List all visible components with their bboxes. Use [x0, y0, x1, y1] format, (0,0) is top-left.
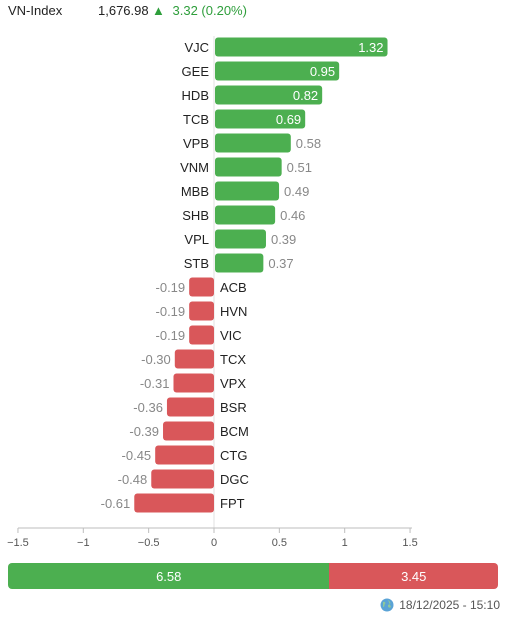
x-tick-label: 1.5: [402, 537, 417, 549]
value-label: 0.69: [276, 112, 301, 127]
x-tick-label: −1.5: [7, 537, 29, 549]
timestamp-text: 18/12/2025 - 15:10: [399, 598, 500, 612]
bar-dgc: [151, 469, 214, 489]
value-label: 0.37: [268, 256, 293, 271]
bar-hvn: [189, 301, 214, 321]
value-label: -0.39: [129, 424, 159, 439]
category-label: ACB: [220, 280, 247, 295]
index-change-text: 3.32 (0.20%): [172, 3, 247, 18]
positive-total-label: 6.58: [156, 568, 182, 584]
value-label: 0.39: [271, 232, 296, 247]
category-label: VPB: [183, 136, 209, 151]
bar-ctg: [155, 445, 214, 465]
breadth-bar: 6.58 3.45: [8, 563, 498, 589]
bar-vpb: [215, 133, 291, 153]
value-label: 1.32: [358, 40, 383, 55]
bar-fpt: [134, 493, 214, 513]
bar-bcm: [163, 421, 214, 441]
value-label: -0.61: [101, 496, 131, 511]
value-label: -0.19: [156, 304, 186, 319]
value-label: 0.51: [287, 160, 312, 175]
bar-hdb: [215, 85, 323, 105]
value-label: 0.46: [280, 208, 305, 223]
index-name: VN-Index: [8, 3, 63, 18]
category-label: TCB: [183, 112, 209, 127]
bar-shb: [215, 205, 276, 225]
bar-bsr: [166, 397, 214, 417]
x-tick-label: 0: [211, 537, 217, 549]
category-label: STB: [184, 256, 209, 271]
index-change: ▲ 3.32 (0.20%): [152, 3, 247, 18]
category-label: DGC: [220, 472, 249, 487]
value-label: -0.19: [156, 280, 186, 295]
x-tick-label: −0.5: [138, 537, 160, 549]
timestamp: 18/12/2025 - 15:10: [380, 598, 500, 612]
negative-total-label: 3.45: [401, 568, 427, 584]
category-label: GEE: [182, 64, 210, 79]
category-label: VIC: [220, 328, 242, 343]
category-label: VJC: [184, 40, 209, 55]
category-label: VPX: [220, 376, 246, 391]
bar-acb: [189, 277, 214, 297]
bar-vpl: [215, 229, 266, 249]
category-label: VNM: [180, 160, 209, 175]
index-value: 1,676.98: [98, 3, 149, 18]
bar-vpx: [173, 373, 214, 393]
positive-total-segment: 6.58: [8, 563, 330, 589]
bar-tcx: [174, 349, 214, 369]
value-label: -0.36: [133, 400, 163, 415]
bar-mbb: [215, 181, 280, 201]
category-label: HVN: [220, 304, 247, 319]
up-arrow-icon: ▲: [152, 3, 165, 18]
value-label: 0.82: [293, 88, 318, 103]
negative-total-segment: 3.45: [329, 563, 498, 589]
bar-vic: [189, 325, 214, 345]
value-label: -0.31: [140, 376, 170, 391]
category-label: TCX: [220, 352, 246, 367]
value-label: -0.30: [141, 352, 171, 367]
category-label: CTG: [220, 448, 247, 463]
category-label: SHB: [182, 208, 209, 223]
value-label: -0.48: [118, 472, 148, 487]
value-label: -0.19: [156, 328, 186, 343]
x-tick-label: −1: [77, 537, 90, 549]
category-label: HDB: [182, 88, 209, 103]
bar-gee: [215, 61, 340, 81]
bar-vnm: [215, 157, 282, 177]
value-label: 0.95: [310, 64, 335, 79]
value-label: 0.49: [284, 184, 309, 199]
category-label: BSR: [220, 400, 247, 415]
category-label: BCM: [220, 424, 249, 439]
category-label: MBB: [181, 184, 209, 199]
globe-icon: [380, 598, 394, 612]
x-tick-label: 0.5: [272, 537, 287, 549]
x-tick-label: 1: [342, 537, 348, 549]
category-label: FPT: [220, 496, 245, 511]
category-label: VPL: [184, 232, 209, 247]
index-header: VN-Index 1,676.98 ▲ 3.32 (0.20%): [8, 3, 498, 21]
contribution-bar-chart: VJC 1.32 GEE 0.95 HDB 0.82 TCB 0.69 VPB 0.58 VNM 0.…: [7, 36, 418, 549]
bar-tcb: [215, 109, 306, 129]
value-label: 0.58: [296, 136, 321, 151]
value-label: -0.45: [122, 448, 152, 463]
bar-vjc: [215, 37, 388, 57]
bar-stb: [215, 253, 264, 273]
